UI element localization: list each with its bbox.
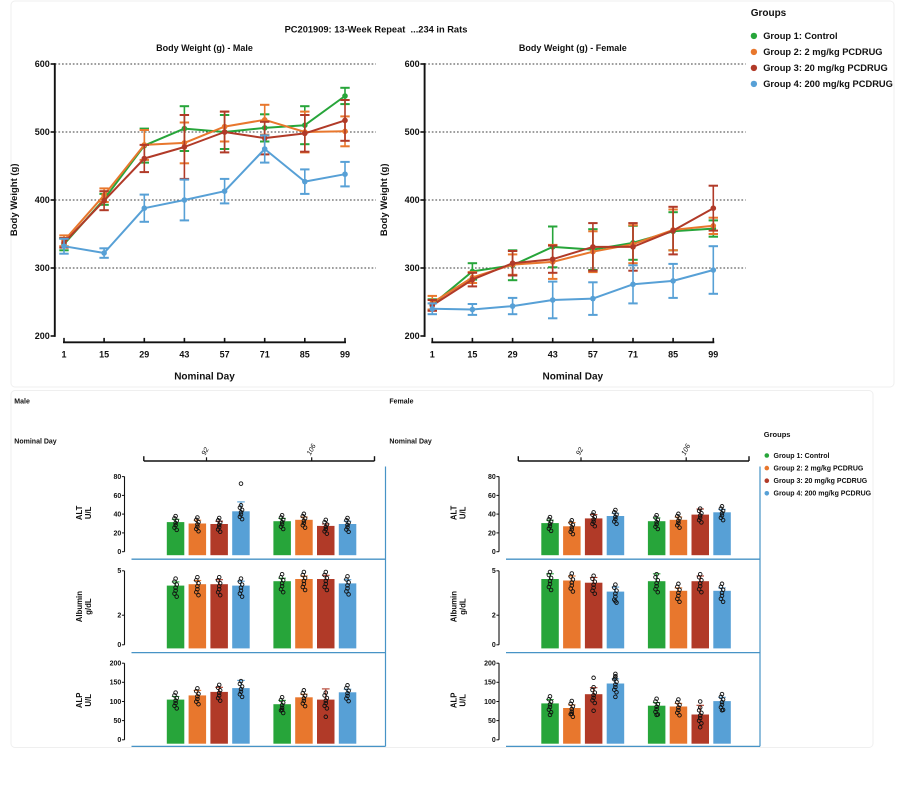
svg-text:300: 300: [405, 263, 420, 273]
svg-text:71: 71: [260, 350, 270, 360]
svg-text:60: 60: [114, 493, 122, 500]
svg-text:100: 100: [110, 699, 122, 706]
svg-text:Body Weight (g): Body Weight (g): [379, 163, 390, 236]
svg-text:106: 106: [681, 443, 693, 457]
svg-text:100: 100: [484, 699, 496, 706]
svg-text:2: 2: [117, 613, 121, 620]
svg-text:g/dL: g/dL: [458, 598, 467, 615]
svg-text:99: 99: [708, 350, 718, 360]
svg-text:Body Weight (g): Body Weight (g): [9, 163, 20, 236]
svg-text:43: 43: [179, 350, 189, 360]
svg-text:U/L: U/L: [84, 506, 93, 519]
svg-text:150: 150: [110, 680, 122, 687]
svg-text:50: 50: [114, 718, 122, 725]
svg-text:200: 200: [35, 331, 50, 341]
svg-text:43: 43: [548, 350, 558, 360]
svg-text:Groups: Groups: [764, 430, 791, 439]
svg-text:40: 40: [114, 512, 122, 519]
svg-text:29: 29: [139, 350, 149, 360]
svg-text:200: 200: [405, 331, 420, 341]
svg-text:99: 99: [340, 350, 350, 360]
svg-text:0: 0: [492, 549, 496, 556]
svg-text:U/L: U/L: [84, 694, 93, 707]
svg-text:150: 150: [484, 680, 496, 687]
svg-text:15: 15: [467, 350, 477, 360]
svg-text:200: 200: [110, 661, 122, 668]
svg-text:200: 200: [484, 661, 496, 668]
svg-text:500: 500: [405, 127, 420, 137]
svg-text:Body Weight (g) - Female: Body Weight (g) - Female: [519, 43, 627, 53]
svg-text:57: 57: [588, 350, 598, 360]
svg-text:Group 3: 20 mg/kg PCDRUG: Group 3: 20 mg/kg PCDRUG: [763, 63, 888, 73]
svg-text:15: 15: [99, 350, 109, 360]
svg-text:Female: Female: [389, 399, 413, 406]
svg-text:600: 600: [35, 59, 50, 69]
svg-text:0: 0: [117, 642, 121, 649]
svg-text:PC201909: 13-Week Repeat ...2: PC201909: 13-Week Repeat ...234 in Rats: [285, 25, 468, 35]
svg-text:0: 0: [492, 737, 496, 744]
svg-text:400: 400: [35, 195, 50, 205]
svg-text:Nominal Day: Nominal Day: [389, 438, 432, 445]
svg-text:85: 85: [668, 350, 678, 360]
svg-text:Male: Male: [14, 399, 30, 406]
svg-text:500: 500: [35, 127, 50, 137]
svg-text:85: 85: [300, 350, 310, 360]
svg-text:0: 0: [117, 737, 121, 744]
svg-text:20: 20: [114, 530, 122, 537]
svg-text:Albumin: Albumin: [450, 591, 459, 622]
svg-text:0: 0: [117, 549, 121, 556]
svg-text:40: 40: [488, 512, 496, 519]
svg-text:Group 1: Control: Group 1: Control: [763, 31, 837, 41]
svg-text:Group 2: 2 mg/kg PCDRUG: Group 2: 2 mg/kg PCDRUG: [774, 466, 864, 473]
svg-text:600: 600: [405, 59, 420, 69]
svg-text:57: 57: [220, 350, 230, 360]
svg-text:Group 4: 200 mg/kg PCDRUG: Group 4: 200 mg/kg PCDRUG: [774, 491, 872, 498]
svg-text:g/dL: g/dL: [84, 598, 93, 615]
svg-text:5: 5: [117, 568, 121, 575]
svg-text:ALP: ALP: [75, 692, 84, 708]
svg-text:50: 50: [488, 718, 496, 725]
svg-text:80: 80: [488, 474, 496, 481]
svg-text:Nominal Day: Nominal Day: [174, 372, 235, 383]
svg-text:ALT: ALT: [75, 505, 84, 520]
svg-text:92: 92: [575, 446, 585, 456]
svg-text:Groups: Groups: [751, 8, 787, 19]
svg-text:Nominal Day: Nominal Day: [14, 438, 57, 445]
svg-text:ALT: ALT: [450, 505, 459, 520]
svg-text:Group 1: Control: Group 1: Control: [774, 453, 830, 460]
svg-text:5: 5: [492, 568, 496, 575]
svg-text:Group 2: 2 mg/kg PCDRUG: Group 2: 2 mg/kg PCDRUG: [763, 47, 882, 57]
svg-text:29: 29: [508, 350, 518, 360]
svg-text:U/L: U/L: [458, 694, 467, 707]
svg-text:92: 92: [201, 446, 211, 456]
svg-text:ALP: ALP: [450, 692, 459, 708]
svg-text:106: 106: [306, 443, 318, 457]
svg-text:U/L: U/L: [458, 506, 467, 519]
svg-text:1: 1: [61, 350, 66, 360]
svg-text:80: 80: [114, 474, 122, 481]
svg-text:1: 1: [430, 350, 435, 360]
svg-text:20: 20: [488, 530, 496, 537]
svg-text:Nominal Day: Nominal Day: [543, 372, 604, 383]
svg-text:Group 4: 200 mg/kg PCDRUG: Group 4: 200 mg/kg PCDRUG: [763, 79, 893, 89]
svg-text:60: 60: [488, 493, 496, 500]
svg-text:300: 300: [35, 263, 50, 273]
svg-text:Body Weight (g) - Male: Body Weight (g) - Male: [156, 43, 253, 53]
svg-text:Group 3: 20 mg/kg PCDRUG: Group 3: 20 mg/kg PCDRUG: [774, 478, 868, 485]
svg-text:400: 400: [405, 195, 420, 205]
svg-text:Albumin: Albumin: [75, 591, 84, 622]
svg-text:71: 71: [628, 350, 638, 360]
svg-text:2: 2: [492, 613, 496, 620]
svg-text:0: 0: [492, 642, 496, 649]
